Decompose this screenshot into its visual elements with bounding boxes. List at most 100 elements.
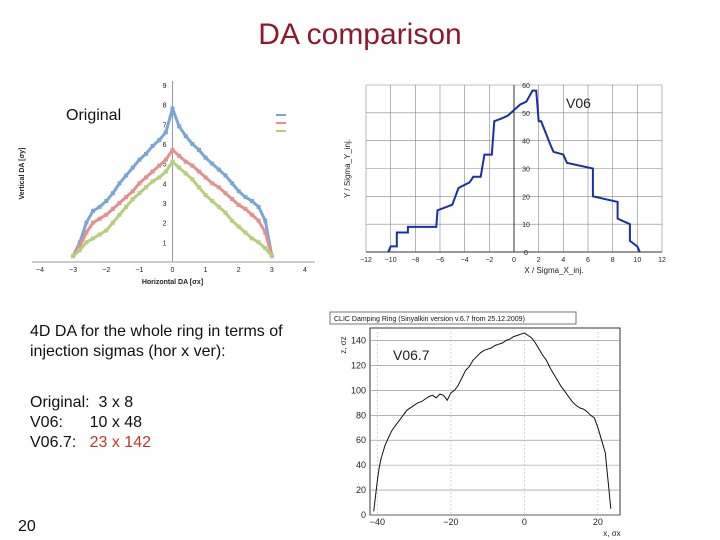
data-point xyxy=(97,216,102,221)
y-tick-label: 60 xyxy=(356,435,366,445)
data-point xyxy=(71,254,76,259)
data-point xyxy=(269,254,274,259)
data-point xyxy=(150,179,155,184)
y-axis-label: Vertical DA [σy] xyxy=(19,148,26,200)
data-point xyxy=(117,181,122,186)
y-tick-label: 1 xyxy=(163,240,167,247)
series-line xyxy=(71,147,274,257)
y-tick-label: 20 xyxy=(522,194,530,201)
data-point xyxy=(97,232,102,237)
data-point xyxy=(130,165,135,170)
data-point xyxy=(223,210,228,215)
x-tick-label: −12 xyxy=(360,257,372,264)
x-tick-label: 6 xyxy=(586,257,590,264)
data-point xyxy=(203,175,208,180)
summary-label: V06: xyxy=(30,414,63,431)
data-point xyxy=(150,143,155,148)
x-tick-label: 2 xyxy=(237,267,241,274)
x-tick-label: 0 xyxy=(512,257,516,264)
summary-value: 10 x 48 xyxy=(89,414,143,431)
data-point xyxy=(130,197,135,202)
data-point xyxy=(210,199,215,204)
data-point xyxy=(177,165,182,170)
x-axis-label: x, σx xyxy=(603,529,620,538)
data-point xyxy=(243,195,248,200)
data-point xyxy=(236,224,241,229)
data-point xyxy=(203,193,208,198)
series-line xyxy=(72,159,274,258)
data-point xyxy=(256,240,261,245)
y-tick-label: 40 xyxy=(522,139,530,146)
page-number: 20 xyxy=(18,518,36,535)
summary-row-original: Original: 3 x 8 xyxy=(30,393,151,413)
series-line xyxy=(71,103,274,257)
chart-title-box xyxy=(329,311,577,325)
summary-label: Original: xyxy=(30,394,90,411)
series-line xyxy=(387,89,641,253)
data-point xyxy=(157,175,162,180)
y-tick-label: 10 xyxy=(522,222,530,229)
data-point xyxy=(144,151,148,156)
data-point xyxy=(144,185,148,190)
summary-row-v06: V06: 10 x 48 xyxy=(30,413,151,433)
data-point xyxy=(230,218,235,223)
data-point xyxy=(137,157,142,162)
data-point xyxy=(163,169,168,174)
x-axis-label: Horizontal DA [σx] xyxy=(142,279,203,286)
data-point xyxy=(124,204,129,209)
y-axis-label: Y / Sigma_Y_inj. xyxy=(343,139,352,198)
data-point xyxy=(197,169,201,174)
x-tick-label: −3 xyxy=(69,267,77,274)
summary-value: 23 x 142 xyxy=(89,434,151,451)
y-tick-label: 5 xyxy=(163,162,167,169)
x-tick-label: 0 xyxy=(522,517,527,527)
data-point xyxy=(104,228,109,233)
data-point xyxy=(216,204,221,209)
y-tick-label: 7 xyxy=(163,122,167,129)
x-tick-label: −4 xyxy=(461,257,469,264)
data-point xyxy=(236,202,241,207)
data-point xyxy=(117,212,122,217)
data-point xyxy=(104,199,109,204)
data-point xyxy=(71,254,76,259)
data-point xyxy=(97,204,102,209)
data-point xyxy=(183,171,188,176)
summary-label: V06.7: xyxy=(30,434,77,451)
data-point xyxy=(177,153,182,158)
da-summary: Original: 3 x 8 V06: 10 x 48 V06.7: 23 x… xyxy=(30,393,151,453)
data-point xyxy=(91,220,95,225)
x-tick-label: −6 xyxy=(436,257,444,264)
series-line xyxy=(373,332,612,512)
data-point xyxy=(216,185,221,190)
data-point xyxy=(163,130,168,135)
data-point xyxy=(104,212,109,217)
x-tick-label: 10 xyxy=(633,257,641,264)
y-tick-label: 9 xyxy=(163,83,167,90)
y-tick-label: 80 xyxy=(356,410,366,420)
data-point xyxy=(117,201,122,205)
data-point xyxy=(230,197,235,202)
y-tick-label: 3 xyxy=(163,201,167,208)
data-point xyxy=(256,204,261,209)
data-point xyxy=(150,169,155,174)
data-point xyxy=(190,163,195,168)
x-tick-label: 2 xyxy=(537,257,541,264)
x-tick-label: −40 xyxy=(370,517,385,527)
data-point xyxy=(183,159,188,164)
data-point xyxy=(269,254,274,259)
data-point xyxy=(210,161,215,166)
data-point xyxy=(197,147,201,152)
y-tick-label: 2 xyxy=(163,221,167,228)
y-axis-label: z, σz xyxy=(339,336,348,353)
x-tick-label: 0 xyxy=(171,267,175,274)
x-tick-label: 4 xyxy=(303,267,307,274)
data-point xyxy=(110,220,115,225)
data-point xyxy=(84,230,89,235)
y-tick-label: 6 xyxy=(163,142,167,149)
original-panel-label: Original xyxy=(66,107,122,124)
data-point xyxy=(190,177,195,182)
y-tick-label: 0 xyxy=(524,250,528,257)
data-point xyxy=(263,246,268,251)
